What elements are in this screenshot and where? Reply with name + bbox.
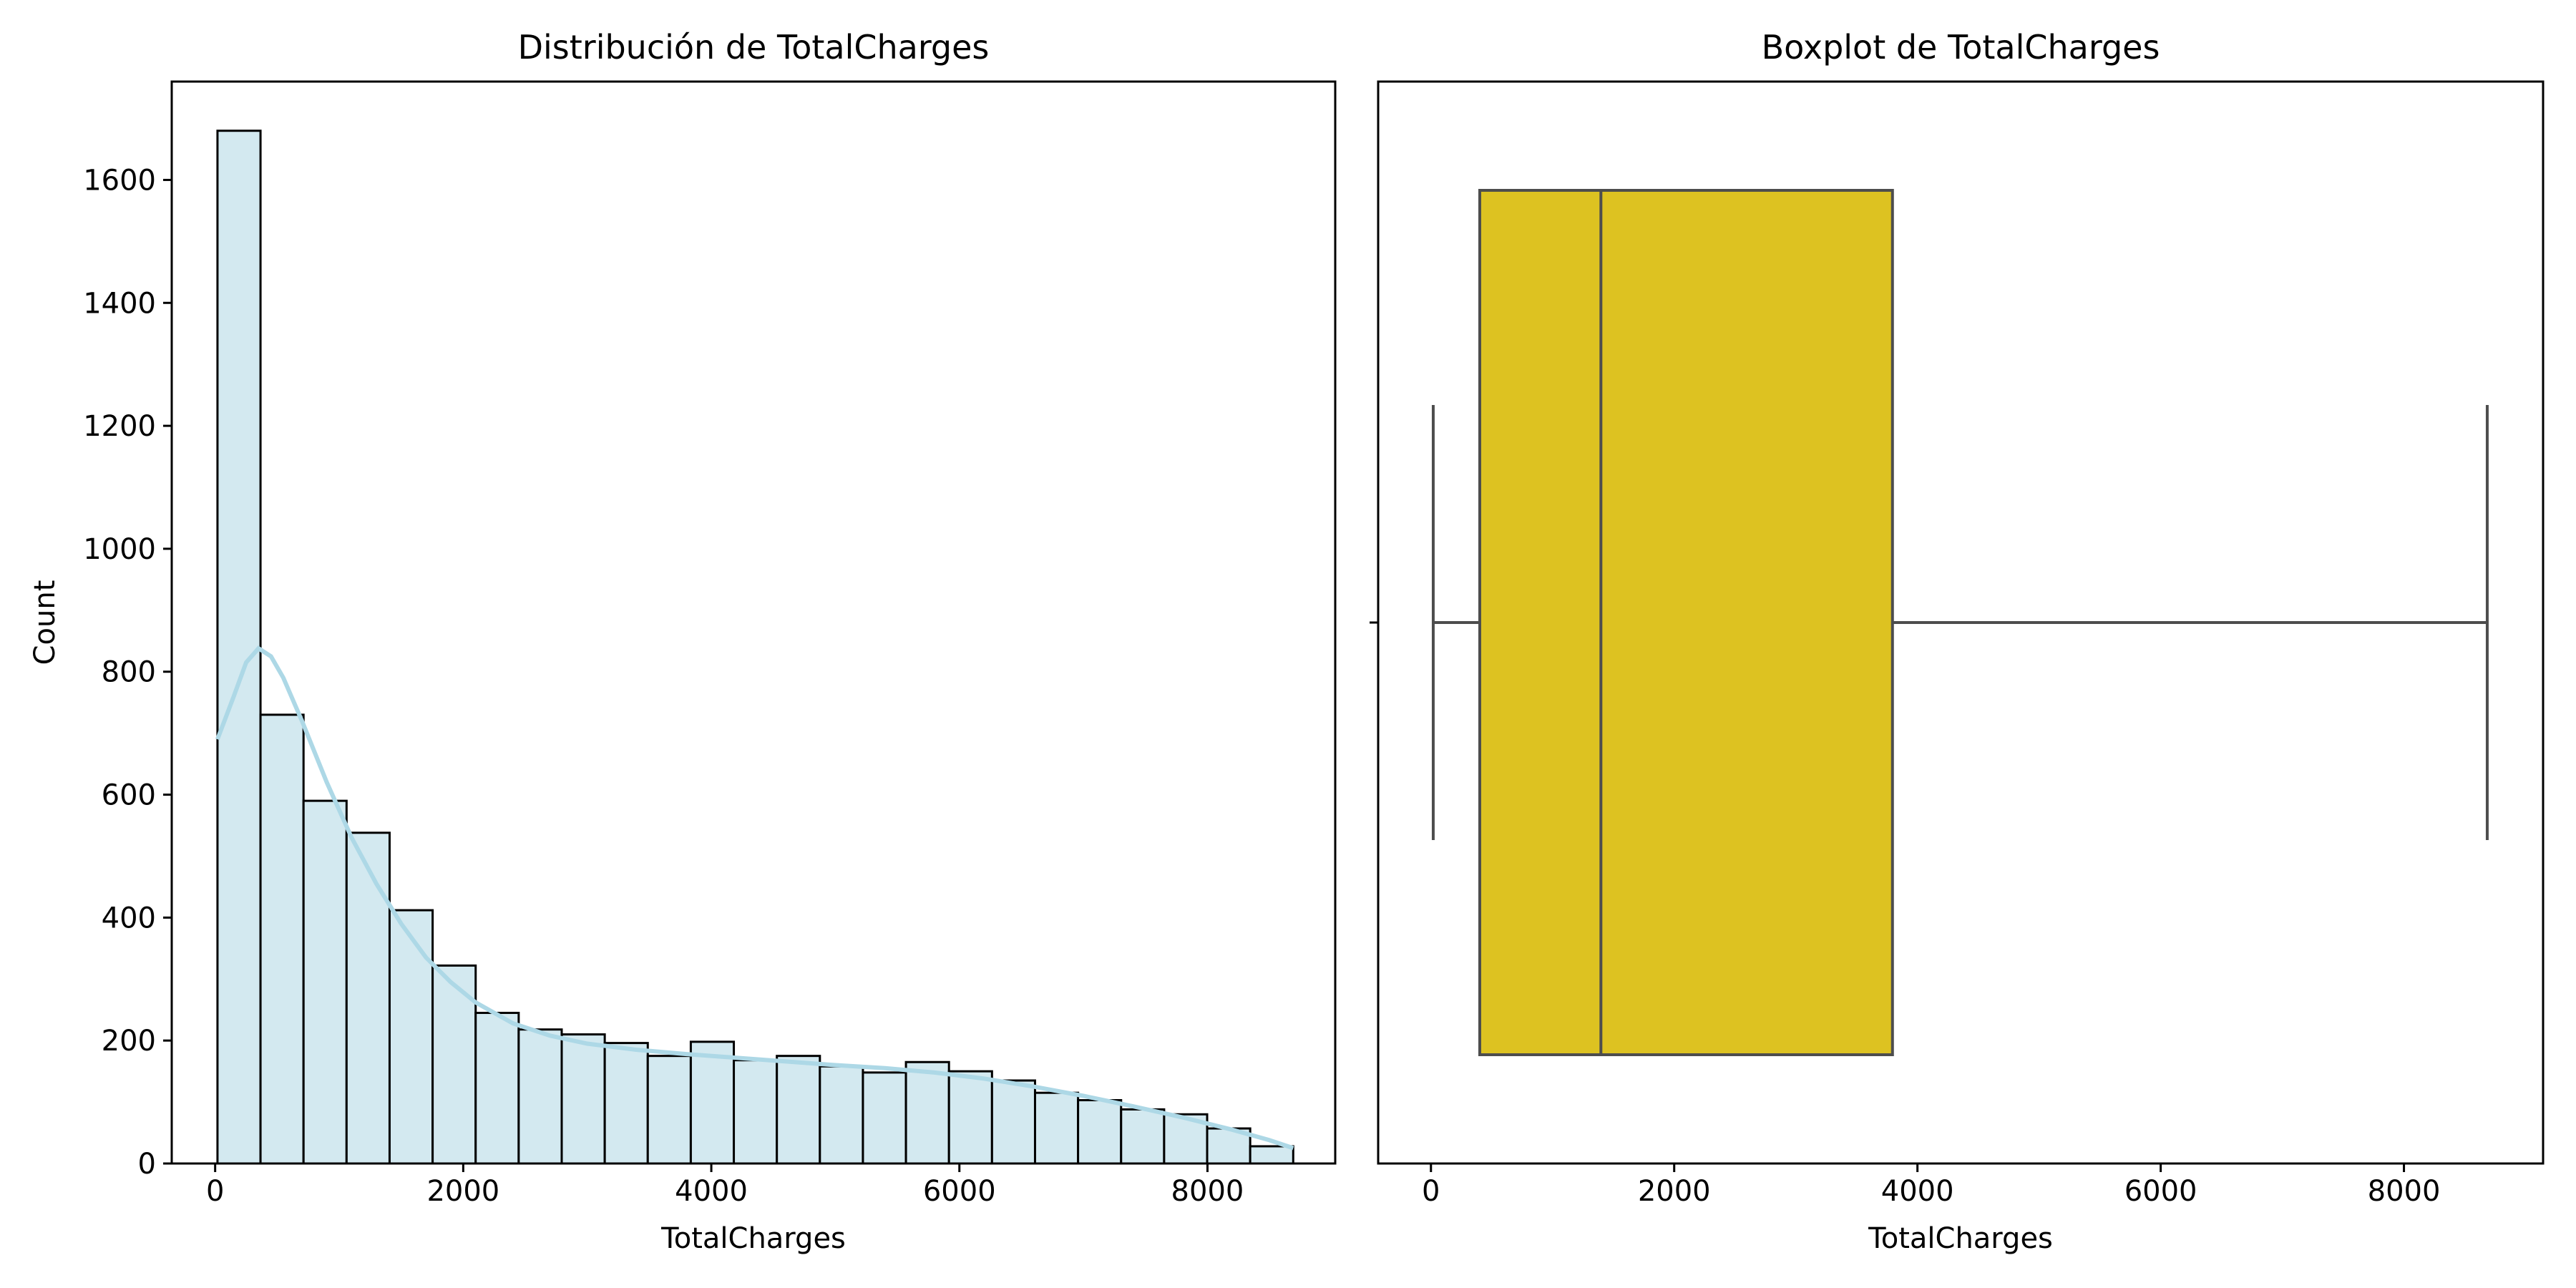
histogram-y-tick: 200 <box>102 1025 172 1058</box>
histogram-y-tick-label: 1000 <box>83 533 156 566</box>
boxplot-x-tick: 4000 <box>1881 1163 1954 1208</box>
histogram-y-tick-label: 1600 <box>83 164 156 197</box>
boxplot-x-tick: 8000 <box>2368 1163 2441 1208</box>
histogram-y-tick-label: 400 <box>102 902 156 935</box>
histogram-bar <box>733 1059 779 1165</box>
histogram-bar <box>990 1079 1036 1165</box>
histogram-x-tick-label: 0 <box>206 1175 224 1208</box>
boxplot-x-tick: 6000 <box>2124 1163 2197 1208</box>
histogram-x-ticks: 0 2000 4000 6000 8000 <box>206 1163 1244 1208</box>
boxplot-x-tick: 2000 <box>1638 1163 1711 1208</box>
histogram-y-axis-label: Count <box>29 580 62 665</box>
histogram-bar <box>1249 1145 1294 1165</box>
histogram-x-tick: 6000 <box>923 1163 996 1208</box>
histogram-y-tick: 400 <box>102 902 172 935</box>
histogram-bar <box>345 831 391 1165</box>
boxplot-x-ticks: 0 2000 4000 6000 8000 <box>1422 1163 2440 1208</box>
histogram-bar <box>603 1042 649 1165</box>
boxplot-axes-frame <box>1377 80 2545 1165</box>
histogram-x-tick: 8000 <box>1171 1163 1244 1208</box>
histogram-bar <box>776 1055 821 1165</box>
histogram-y-tick-label: 200 <box>102 1025 156 1058</box>
histogram-bar <box>259 713 305 1165</box>
histogram-bar <box>1120 1108 1166 1165</box>
histogram-y-tick: 1200 <box>83 410 172 443</box>
boxplot-x-tick-label: 2000 <box>1638 1175 1711 1208</box>
histogram-y-tick-label: 800 <box>102 656 156 689</box>
boxplot-x-axis-label: TotalCharges <box>1868 1222 2053 1255</box>
histogram-x-tick-label: 6000 <box>923 1175 996 1208</box>
histogram-bar <box>819 1065 864 1165</box>
histogram-y-tick: 600 <box>102 779 172 812</box>
boxplot-title: Boxplot de TotalCharges <box>1762 28 2160 67</box>
boxplot-x-tick-label: 0 <box>1422 1175 1440 1208</box>
boxplot-panel: Boxplot de TotalCharges 0 2000 4000 6000 800… <box>1370 28 2545 1255</box>
histogram-y-tick: 800 <box>102 656 172 689</box>
histogram-panel: Distribución de TotalCharges 0 2000 4000 60… <box>29 28 1337 1255</box>
histogram-bar <box>862 1071 907 1165</box>
histogram-y-tick-label: 1200 <box>83 410 156 443</box>
boxplot-x-tick-label: 6000 <box>2124 1175 2197 1208</box>
histogram-x-tick: 0 <box>206 1163 224 1208</box>
histogram-y-tick: 1600 <box>83 164 172 197</box>
histogram-title: Distribución de TotalCharges <box>518 28 990 67</box>
histogram-x-tick: 2000 <box>426 1163 499 1208</box>
histogram-bars <box>216 130 1294 1165</box>
histogram-axes-frame <box>170 80 1337 1165</box>
histogram-x-tick: 4000 <box>675 1163 748 1208</box>
histogram-y-tick: 1400 <box>83 287 172 320</box>
histogram-bar <box>947 1070 993 1165</box>
histogram-bar <box>689 1040 736 1165</box>
histogram-x-tick-label: 2000 <box>426 1175 499 1208</box>
boxplot-x-tick: 0 <box>1422 1163 1440 1208</box>
histogram-bar <box>1077 1099 1123 1165</box>
histogram-x-axis-label: TotalCharges <box>660 1222 846 1255</box>
boxplot-box <box>1478 189 1894 1056</box>
histogram-y-tick-label: 0 <box>138 1148 156 1181</box>
histogram-bar <box>302 799 348 1165</box>
histogram-bar <box>517 1028 563 1165</box>
histogram-bar <box>1033 1091 1080 1165</box>
histogram-bar <box>904 1060 950 1165</box>
histogram-bar <box>216 130 262 1165</box>
boxplot-x-tick-label: 4000 <box>1881 1175 1954 1208</box>
histogram-y-tick: 1000 <box>83 533 172 566</box>
histogram-bar <box>388 909 434 1165</box>
histogram-x-tick-label: 4000 <box>675 1175 748 1208</box>
histogram-bar <box>474 1012 520 1165</box>
histogram-kde-line <box>215 645 1294 1151</box>
histogram-bar <box>560 1033 606 1165</box>
histogram-y-tick-label: 600 <box>102 779 156 812</box>
histogram-y-tick: 0 <box>138 1148 172 1181</box>
histogram-y-ticks: 0 200 400 600 800 1000 1200 1400 1600 <box>83 164 172 1181</box>
histogram-bar <box>646 1055 692 1165</box>
histogram-y-tick-label: 1400 <box>83 287 156 320</box>
boxplot-x-tick-label: 8000 <box>2368 1175 2441 1208</box>
histogram-x-tick-label: 8000 <box>1171 1175 1244 1208</box>
